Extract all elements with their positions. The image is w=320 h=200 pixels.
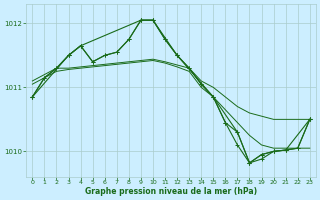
X-axis label: Graphe pression niveau de la mer (hPa): Graphe pression niveau de la mer (hPa) [85, 187, 257, 196]
